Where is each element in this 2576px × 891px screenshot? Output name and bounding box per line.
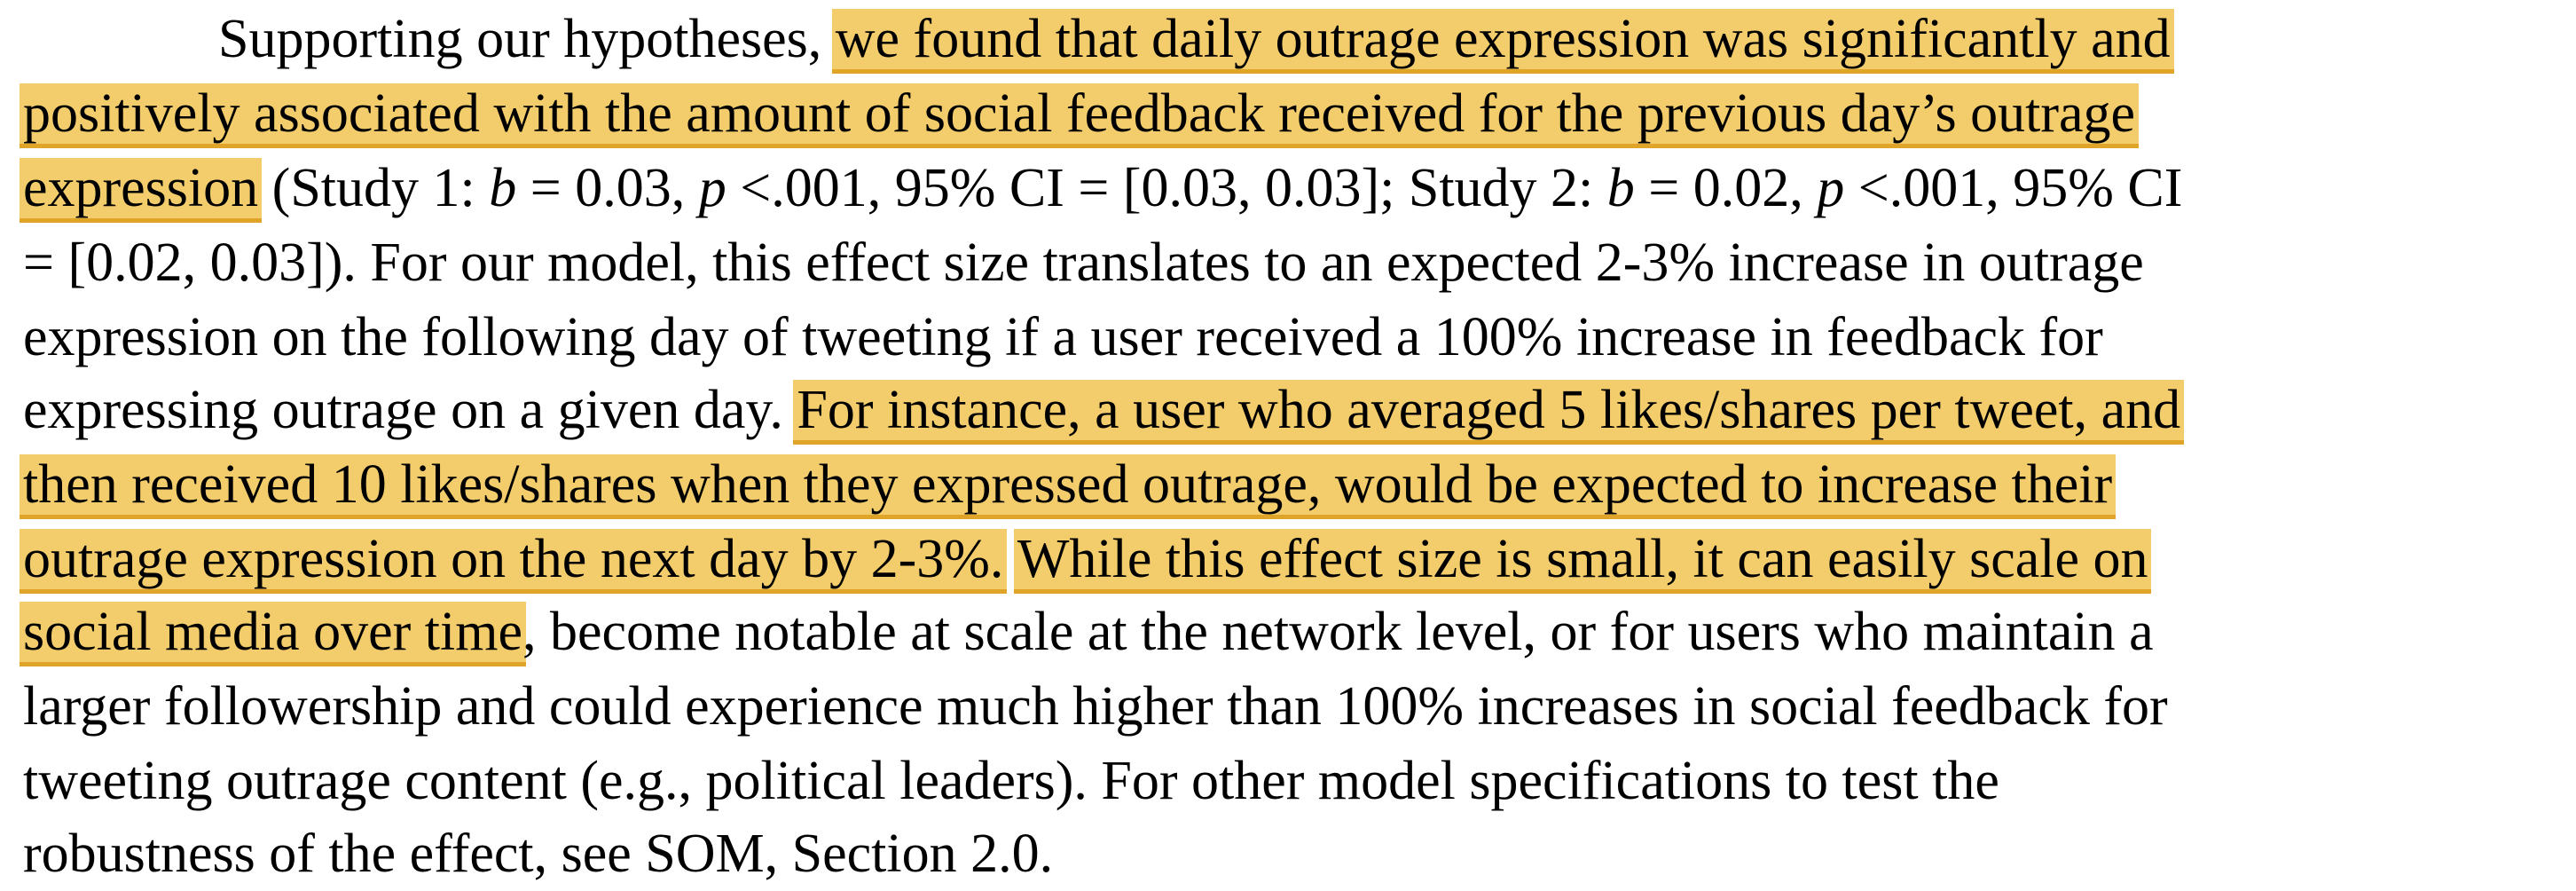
highlighted-text: expression xyxy=(20,158,263,223)
highlighted-text: we found that daily outrage expression w… xyxy=(831,9,2174,74)
italic-symbol: p xyxy=(698,158,726,218)
highlighted-text: outrage expression on the next day by 2-… xyxy=(20,529,1008,594)
highlighted-text: social media over time xyxy=(20,602,526,666)
paragraph-line: expression on the following day of tweet… xyxy=(23,300,2103,375)
body-text: <.001, 95% CI = [0.03, 0.03]; Study 2: xyxy=(726,158,1607,218)
paragraph-line: then received 10 likes/shares when they … xyxy=(20,447,2117,522)
paragraph-line: Supporting our hypotheses, we found that… xyxy=(218,2,2174,76)
highlighted-text: then received 10 likes/shares when they … xyxy=(20,454,2117,519)
italic-symbol: b xyxy=(1606,158,1635,218)
paragraph-line: tweeting outrage content (e.g., politica… xyxy=(23,744,1999,818)
paragraph-line: robustness of the effect, see SOM, Secti… xyxy=(23,816,1053,891)
paragraph-line: expression (Study 1: b = 0.03, p <.001, … xyxy=(20,151,2183,225)
italic-symbol: p xyxy=(1817,158,1845,218)
highlighted-text: For instance, a user who averaged 5 like… xyxy=(793,380,2185,445)
paragraph-line: = [0.02, 0.03]). For our model, this eff… xyxy=(23,225,2144,300)
body-text: , become notable at scale at the network… xyxy=(522,602,2154,662)
body-text: tweeting outrage content (e.g., politica… xyxy=(23,751,1999,811)
paragraph-line: positively associated with the amount of… xyxy=(20,76,2140,151)
paragraph-line: social media over time, become notable a… xyxy=(20,595,2154,669)
highlighted-text: positively associated with the amount of… xyxy=(20,83,2140,148)
body-text: robustness of the effect, see SOM, Secti… xyxy=(23,824,1054,884)
body-text: = 0.02, xyxy=(1634,158,1818,218)
paragraph-line: larger followership and could experience… xyxy=(23,669,2168,744)
body-text: Supporting our hypotheses, xyxy=(218,9,836,69)
body-text: expressing outrage on a given day. xyxy=(23,380,797,440)
highlighted-text: While this effect size is small, it can … xyxy=(1013,529,2152,594)
paragraph-line: outrage expression on the next day by 2-… xyxy=(20,522,2152,596)
paragraph-line: expressing outrage on a given day. For i… xyxy=(23,373,2185,447)
body-text: (Study 1: xyxy=(258,158,490,218)
body-text: <.001, 95% CI xyxy=(1844,158,2183,218)
body-text: = [0.02, 0.03]). For our model, this eff… xyxy=(23,233,2144,293)
italic-symbol: b xyxy=(489,158,517,218)
body-text: expression on the following day of tweet… xyxy=(23,307,2103,367)
body-text: larger followership and could experience… xyxy=(23,676,2168,737)
body-text: = 0.03, xyxy=(516,158,699,218)
